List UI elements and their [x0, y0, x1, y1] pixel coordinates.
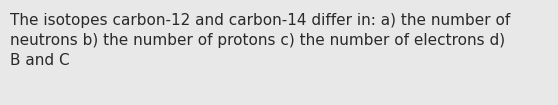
Text: The isotopes carbon-12 and carbon-14 differ in: a) the number of
neutrons b) the: The isotopes carbon-12 and carbon-14 dif…: [10, 13, 511, 68]
